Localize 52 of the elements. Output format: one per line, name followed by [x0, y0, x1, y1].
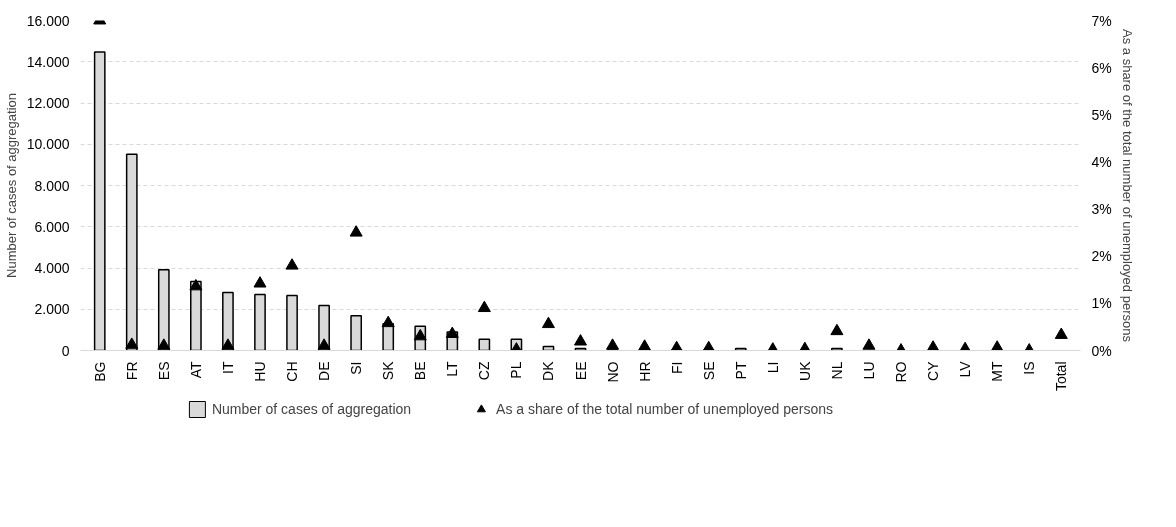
y-tick-label: 6.000: [34, 218, 70, 235]
y-tick-label: 0: [61, 342, 70, 359]
y-tick-label: 2.000: [34, 301, 70, 318]
y-axis-title: Number of cases of aggregation: [3, 93, 19, 278]
x-tick-label: SI: [348, 361, 365, 375]
x-tick-label: AT: [187, 361, 204, 379]
legend-label: Number of cases of aggregation: [211, 401, 412, 417]
x-tick-label: CZ: [476, 361, 493, 381]
x-tick-label: BG: [91, 361, 108, 382]
x-tick-label: IS: [1021, 361, 1038, 375]
x-tick-label: FR: [123, 361, 140, 381]
y2-tick-label: 4%: [1091, 153, 1112, 170]
y2-tick-label: 7%: [1091, 12, 1112, 29]
x-tick-label: BE: [412, 361, 429, 381]
x-tick-label: NL: [828, 361, 845, 380]
x-tick-label: CY: [925, 360, 942, 381]
y-tick-label: 4.000: [34, 260, 70, 276]
x-tick-label: IT: [219, 361, 236, 374]
y-tick-label: 14.000: [26, 53, 70, 70]
x-tick-label: DE: [316, 361, 333, 381]
y2-tick-label: 1%: [1091, 295, 1112, 312]
x-tick-label: Total: [1053, 361, 1070, 392]
x-tick-label: LU: [860, 361, 877, 380]
x-tick-label: SE: [700, 361, 717, 381]
x-tick-label: ES: [155, 361, 172, 381]
x-tick-label: UK: [796, 360, 813, 381]
y-tick-label: 10.000: [26, 136, 70, 153]
y2-axis-title: As a share of the total number of unemployed persons: [1119, 29, 1135, 343]
x-tick-label: LV: [957, 360, 974, 378]
x-tick-label: PT: [732, 361, 749, 380]
x-tick-label: HR: [636, 361, 653, 382]
x-tick-label: HU: [251, 361, 268, 382]
x-tick-label: PL: [508, 361, 525, 379]
x-tick-label: LT: [444, 361, 461, 377]
x-tick-label: DK: [540, 360, 557, 381]
x-tick-label: EE: [572, 361, 589, 381]
x-tick-label: CH: [284, 361, 301, 382]
y-tick-label: 16.000: [26, 12, 70, 29]
x-tick-label: LI: [764, 361, 781, 374]
x-tick-label: FI: [668, 361, 685, 374]
y2-tick-label: 2%: [1091, 248, 1112, 265]
y2-tick-label: 5%: [1091, 106, 1112, 123]
x-tick-label: MT: [989, 361, 1006, 382]
y2-tick-label: 3%: [1091, 201, 1112, 218]
x-tick-label: NO: [604, 361, 621, 383]
x-tick-label: SK: [380, 360, 397, 381]
y2-tick-label: 0%: [1091, 342, 1112, 359]
y2-tick-label: 6%: [1091, 59, 1112, 76]
x-tick-label: RO: [893, 361, 910, 383]
y-tick-label: 8.000: [34, 177, 70, 194]
y-tick-label: 12.000: [26, 95, 70, 111]
legend-label: As a share of the total number of unemployed persons: [496, 401, 834, 417]
